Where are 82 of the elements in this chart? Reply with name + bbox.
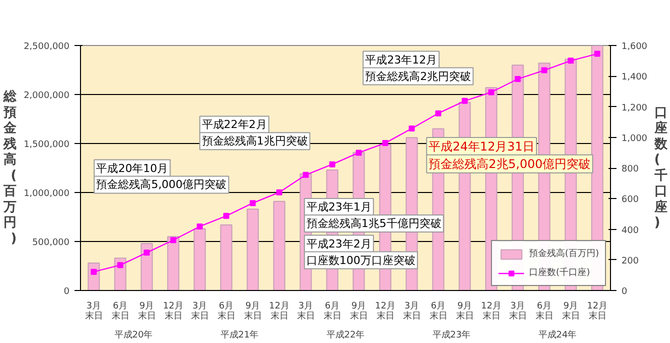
point xyxy=(117,262,124,268)
y-tick-label: 1,000,000 xyxy=(24,189,70,199)
annotation: 平成22年2月 xyxy=(202,118,267,132)
point xyxy=(170,237,176,244)
annotation: 平成23年12月 xyxy=(365,53,438,66)
x-tick-label: 12月末日 xyxy=(163,302,184,322)
y2-tick-label: 1,600 xyxy=(622,42,648,52)
annotation: 平成23年2月 xyxy=(306,237,372,250)
x-tick-label: 3月末日 xyxy=(84,302,103,322)
y2-tick-label: 1,400 xyxy=(622,72,648,83)
y2-tick-label: 800 xyxy=(622,164,639,174)
annotation: 平成20年10月 xyxy=(96,162,168,175)
y2-tick-label: 1,000 xyxy=(622,134,648,144)
x-tick-label: 6月末日 xyxy=(111,302,130,322)
bar xyxy=(246,208,259,290)
legend-label: 預金残高(百万円) xyxy=(528,248,599,260)
y2-tick-label: 200 xyxy=(622,256,639,266)
y2-axis-title: 口座数(千口座) xyxy=(653,105,668,231)
x-tick-label: 3月末日 xyxy=(508,302,527,322)
text: 平成22年 xyxy=(326,330,365,340)
x-tick-label: 12月末日 xyxy=(481,302,502,322)
annotation: 預金総残高2兆5,000億円突破 xyxy=(428,156,591,171)
annotation: 預金総残高1兆5千億円突破 xyxy=(306,216,442,230)
y2-tick-label: 600 xyxy=(622,195,639,206)
point xyxy=(488,89,494,96)
y-tick-label: 2,500,000 xyxy=(24,42,70,52)
point xyxy=(541,67,548,74)
x-tick-label: 6月末日 xyxy=(429,302,448,322)
x-tick-label: 3月末日 xyxy=(190,302,209,322)
annotation: 平成23年1月 xyxy=(306,200,372,214)
text: 総預金残高(百万円) xyxy=(4,90,17,246)
x-tick-label: 3月末日 xyxy=(402,302,421,322)
x-tick-label: 9月末日 xyxy=(562,302,580,322)
y2-tick-label: 0 xyxy=(622,287,628,297)
y-tick-label: 2,000,000 xyxy=(24,91,70,101)
point xyxy=(144,250,150,256)
point xyxy=(196,223,203,230)
x-tick-label: 9月末日 xyxy=(350,302,368,322)
annotation: 口座数100万口座突破 xyxy=(306,254,416,267)
point xyxy=(276,189,282,196)
point xyxy=(568,58,574,64)
x-tick-label: 6月末日 xyxy=(535,302,554,322)
bar xyxy=(220,224,232,290)
x-tick-label: 9月末日 xyxy=(244,302,262,322)
point xyxy=(408,125,415,132)
x-tick-label: 12月末日 xyxy=(375,302,396,322)
x-tick-label: 12月末日 xyxy=(269,302,290,322)
point xyxy=(329,161,336,168)
text: 平成24年 xyxy=(538,330,577,340)
point xyxy=(90,268,97,275)
annotation: 預金総残高2兆円突破 xyxy=(365,70,472,83)
x-tick-label: 12月末日 xyxy=(587,302,608,322)
bar xyxy=(167,236,180,290)
point xyxy=(435,110,442,116)
annotation: 預金総残高5,000億円突破 xyxy=(96,178,227,192)
y-tick-label: 500,000 xyxy=(32,238,70,248)
x-tick-label: 9月末日 xyxy=(456,302,474,322)
legend-label: 口座数(千口座) xyxy=(528,266,590,279)
annotation: 平成24年12月31日 xyxy=(428,139,534,154)
annotation: 預金総残高1兆円突破 xyxy=(202,134,308,148)
point xyxy=(514,76,521,82)
text: 平成20年 xyxy=(114,330,153,340)
point xyxy=(250,200,256,206)
y2-tick-label: 400 xyxy=(622,226,639,236)
point xyxy=(356,150,362,156)
point xyxy=(223,212,230,219)
y-tick-label: 1,500,000 xyxy=(24,140,70,150)
bar xyxy=(140,242,153,290)
bar xyxy=(194,228,206,290)
point xyxy=(462,98,468,104)
bar xyxy=(273,200,286,290)
point xyxy=(382,140,388,146)
y-tick-label: 0 xyxy=(64,287,70,297)
x-tick-label: 6月末日 xyxy=(217,302,236,322)
text: 平成21年 xyxy=(220,330,259,340)
x-tick-label: 9月末日 xyxy=(138,302,156,322)
x-tick-label: 6月末日 xyxy=(323,302,342,322)
text: 平成23年 xyxy=(432,330,471,340)
y2-tick-label: 1,200 xyxy=(622,103,648,114)
point xyxy=(302,172,309,178)
x-tick-label: 3月末日 xyxy=(296,302,315,322)
point xyxy=(594,50,600,57)
